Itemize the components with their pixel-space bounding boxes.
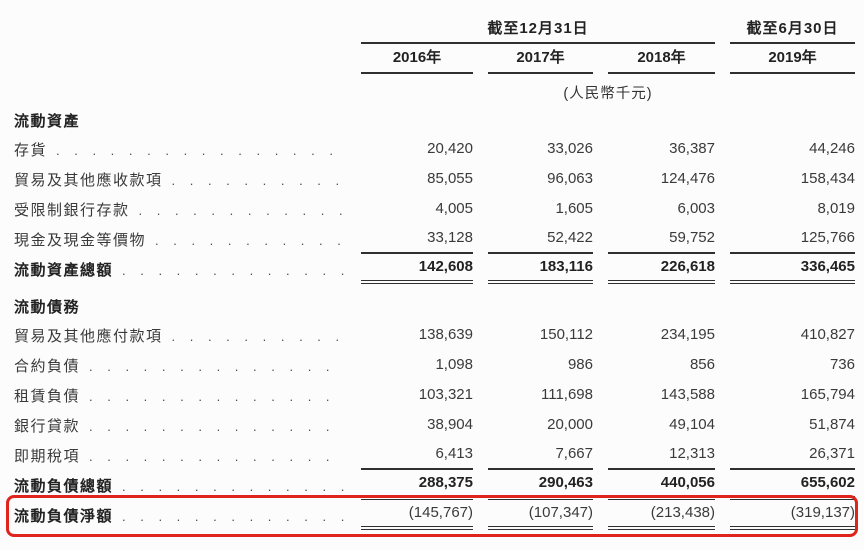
- value-cell-2019: 26,371: [730, 440, 855, 470]
- section-current-assets: 流動資產: [14, 106, 854, 134]
- value-cell-2016: 138,639: [418, 326, 473, 343]
- dot-leader: . . . . . . . . . . . . . . . . . . . . …: [122, 508, 344, 524]
- dot-leader: . . . . . . . . . . . . . . . . . . . . …: [56, 142, 344, 158]
- value-cell-2018: 49,104: [669, 416, 715, 433]
- value-cell-2016: 6,413: [361, 440, 473, 470]
- value-cell-2019: 8,019: [817, 200, 855, 217]
- period-header-dec31: 截至12月31日: [361, 17, 715, 44]
- value-cell-2016: 288,375: [361, 470, 473, 500]
- currency-note-row: (人民幣千元): [14, 74, 854, 102]
- value-cell-2017: 111,698: [541, 386, 593, 403]
- row-label: 流動負債總額: [14, 477, 114, 495]
- dot-leader: . . . . . . . . . . . . . . . . . . . . …: [122, 262, 344, 278]
- value-cell-2019: 736: [829, 356, 855, 373]
- value-cell-2017: 7,667: [488, 440, 593, 470]
- value-cell-2016: 38,904: [427, 416, 473, 433]
- value-cell-2017: 52,422: [488, 224, 593, 254]
- value-cell-2018: 856: [689, 356, 715, 373]
- table-row: 受限制銀行存款 . . . . . . . . . . . . . . . . .…: [14, 194, 855, 224]
- dot-leader: . . . . . . . . . . . . . . . . . . . . …: [89, 448, 344, 464]
- value-cell-2018: 36,387: [669, 140, 715, 157]
- year-header-2019: 2019年: [730, 46, 855, 74]
- table-row-total-assets: 流動資產總額 . . . . . . . . . . . . . . . . . …: [14, 254, 855, 284]
- value-cell-2018: 226,618: [608, 254, 715, 284]
- dot-leader: . . . . . . . . . . . . . . . . . . . . …: [155, 232, 344, 248]
- value-cell-2017: 1,605: [555, 200, 593, 217]
- row-label: 存貨: [14, 141, 48, 159]
- section-title-current-liabilities: 流動債務: [14, 298, 81, 316]
- row-label: 合約負債: [14, 357, 81, 375]
- table-row: 現金及現金等價物 . . . . . . . . . . . . . . . . …: [14, 224, 855, 254]
- table-row: 租賃負債 . . . . . . . . . . . . . . . . . . …: [14, 380, 855, 410]
- dot-leader: . . . . . . . . . . . . . . . . . . . . …: [122, 478, 344, 494]
- value-cell-2016: 1,098: [435, 356, 473, 373]
- dot-leader: . . . . . . . . . . . . . . . . . . . . …: [89, 358, 344, 374]
- row-label: 流動資產總額: [14, 261, 114, 279]
- table-row: 存貨 . . . . . . . . . . . . . . . . . . . …: [14, 134, 855, 164]
- value-cell-2017: 150,112: [539, 326, 593, 343]
- value-cell-2017: 183,116: [488, 254, 593, 284]
- year-header-row: 2016年 2017年 2018年 2019年: [14, 44, 855, 74]
- value-cell-2019: 336,465: [730, 254, 855, 284]
- period-header-jun30: 截至6月30日: [730, 17, 855, 44]
- row-label: 受限制銀行存款: [14, 201, 130, 219]
- value-cell-2016: 85,055: [427, 170, 473, 187]
- year-header-2016: 2016年: [361, 46, 473, 74]
- table-row: 貿易及其他應收款項 . . . . . . . . . . . . . . . .…: [14, 164, 855, 194]
- value-cell-2018: 143,588: [660, 386, 715, 403]
- value-cell-2018: 234,195: [660, 326, 715, 343]
- row-label: 貿易及其他應收款項: [14, 171, 163, 189]
- dot-leader: . . . . . . . . . . . . . . . . . . . . …: [138, 202, 344, 218]
- value-cell-2017: (107,347): [488, 500, 593, 530]
- table-row-net-current-liabilities: 流動負債淨額 . . . . . . . . . . . . . . . . . …: [6, 495, 858, 537]
- value-cell-2018: 124,476: [660, 170, 715, 187]
- financial-statement-table: 截至12月31日 截至6月30日 2016年 2017年 2018年 2019年…: [6, 14, 858, 537]
- row-label: 租賃負債: [14, 387, 81, 405]
- value-cell-2019: 158,434: [800, 170, 855, 187]
- row-label: 銀行貸款: [14, 417, 81, 435]
- row-label: 即期稅項: [14, 447, 81, 465]
- year-header-2018: 2018年: [608, 46, 715, 74]
- value-cell-2017: 986: [567, 356, 593, 373]
- section-title-current-assets: 流動資產: [14, 112, 81, 130]
- value-cell-2018: 59,752: [608, 224, 715, 254]
- value-cell-2018: 6,003: [677, 200, 715, 217]
- value-cell-2017: 20,000: [547, 416, 593, 433]
- period-header-row: 截至12月31日 截至6月30日: [14, 14, 855, 44]
- dot-leader: . . . . . . . . . . . . . . . . . . . . …: [171, 328, 344, 344]
- row-label: 貿易及其他應付款項: [14, 327, 163, 345]
- value-cell-2016: 33,128: [361, 224, 473, 254]
- dot-leader: . . . . . . . . . . . . . . . . . . . . …: [89, 418, 344, 434]
- value-cell-2016: 20,420: [427, 140, 473, 157]
- value-cell-2017: 33,026: [547, 140, 593, 157]
- currency-note: (人民幣千元): [563, 86, 653, 102]
- value-cell-2019: 125,766: [730, 224, 855, 254]
- dot-leader: . . . . . . . . . . . . . . . . . . . . …: [171, 172, 344, 188]
- value-cell-2019: 51,874: [809, 416, 855, 433]
- value-cell-2017: 290,463: [488, 470, 593, 500]
- table-row: 合約負債 . . . . . . . . . . . . . . . . . . …: [14, 350, 855, 380]
- value-cell-2016: 142,608: [361, 254, 473, 284]
- value-cell-2018: (213,438): [608, 500, 715, 530]
- value-cell-2019: 165,794: [800, 386, 855, 403]
- year-header-2017: 2017年: [488, 46, 593, 74]
- table-row: 銀行貸款 . . . . . . . . . . . . . . . . . . …: [14, 410, 855, 440]
- value-cell-2016: 4,005: [435, 200, 473, 217]
- table-row-total-liabilities: 流動負債總額 . . . . . . . . . . . . . . . . . …: [14, 470, 855, 500]
- section-current-liabilities: 流動債務: [14, 292, 854, 320]
- value-cell-2019: 655,602: [730, 470, 855, 500]
- value-cell-2018: 12,313: [608, 440, 715, 470]
- row-label: 流動負債淨額: [14, 507, 114, 525]
- row-label: 現金及現金等價物: [14, 231, 147, 249]
- dot-leader: . . . . . . . . . . . . . . . . . . . . …: [89, 388, 344, 404]
- table-row: 貿易及其他應付款項 . . . . . . . . . . . . . . . .…: [14, 320, 855, 350]
- value-cell-2016: (145,767): [361, 500, 473, 530]
- value-cell-2019: (319,137): [730, 500, 855, 530]
- value-cell-2019: 410,827: [800, 326, 855, 343]
- value-cell-2016: 103,321: [418, 386, 473, 403]
- value-cell-2017: 96,063: [547, 170, 593, 187]
- value-cell-2019: 44,246: [809, 140, 855, 157]
- value-cell-2018: 440,056: [608, 470, 715, 500]
- table-row: 即期稅項 . . . . . . . . . . . . . . . . . . …: [14, 440, 855, 470]
